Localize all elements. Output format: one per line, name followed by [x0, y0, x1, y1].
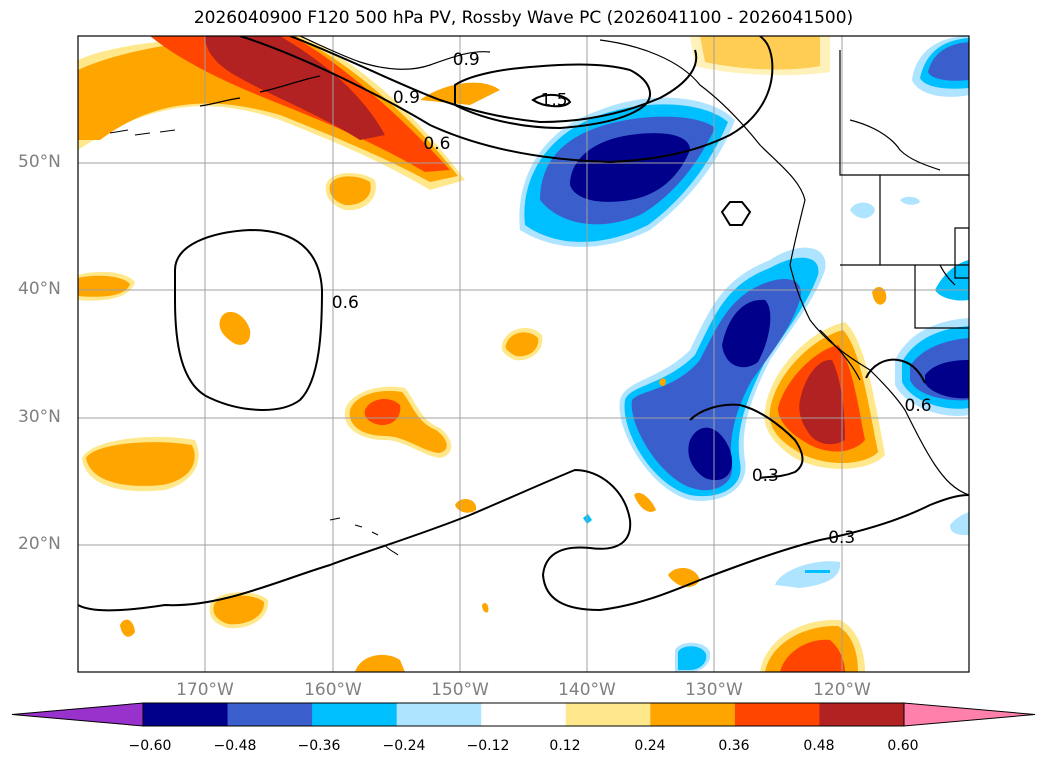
colorbar-tick-label: 0.60 — [887, 738, 919, 754]
contour-label: 0.9 — [393, 88, 420, 108]
lon-label-170w: 170°W — [176, 680, 234, 700]
lat-label-40: 40°N — [18, 279, 61, 299]
colorbar-tick-label: 0.12 — [549, 738, 581, 754]
colorbar-swatch — [565, 703, 651, 726]
contour-label: 0.6 — [423, 134, 450, 154]
lon-label-160w: 160°W — [304, 680, 362, 700]
map-title: 2026040900 F120 500 hPa PV, Rossby Wave … — [193, 8, 854, 28]
colorbar-extend-min — [11, 702, 144, 727]
lat-label-30: 30°N — [18, 407, 61, 427]
contour-label: 0.3 — [828, 528, 855, 548]
lon-label-140w: 140°W — [558, 680, 616, 700]
pv-contours — [78, 36, 969, 612]
lat-label-50: 50°N — [18, 152, 61, 172]
colorbar-swatch — [143, 703, 229, 726]
colorbar-tick-label: −0.24 — [382, 738, 426, 754]
colorbar-tick-label: −0.48 — [213, 738, 257, 754]
colorbar — [11, 702, 1036, 727]
colorbar-swatch — [312, 703, 398, 726]
colorbar-tick-label: 0.48 — [803, 738, 835, 754]
contour-label: 0.9 — [453, 50, 480, 70]
colorbar-extend-max — [903, 702, 1036, 727]
colorbar-tick-label: −0.36 — [297, 738, 341, 754]
colorbar-swatch — [227, 703, 313, 726]
plot-frame — [77, 35, 970, 673]
lon-label-120w: 120°W — [813, 680, 871, 700]
contour-labels: 0.9 0.9 1.5 0.6 0.6 0.6 0.3 0.3 — [332, 50, 932, 548]
colorbar-swatch — [396, 703, 482, 726]
lon-label-130w: 130°W — [685, 680, 743, 700]
colorbar-tick-label: −0.12 — [466, 738, 510, 754]
colorbar-tick-label: 0.24 — [634, 738, 666, 754]
anomaly-shading — [78, 36, 969, 672]
contour-label: 0.6 — [332, 293, 359, 313]
colorbar-swatch — [481, 703, 567, 726]
contour-label: 1.5 — [541, 91, 568, 111]
lat-label-20: 20°N — [18, 534, 61, 554]
colorbar-swatch — [819, 703, 905, 726]
graticule — [78, 36, 969, 672]
coastlines — [199, 36, 969, 496]
contour-label: 0.3 — [752, 466, 779, 486]
colorbar-tick-label: −0.60 — [128, 738, 172, 754]
contour-label: 0.6 — [905, 396, 932, 416]
colorbar-tick-label: 0.36 — [718, 738, 750, 754]
colorbar-swatch — [650, 703, 736, 726]
colorbar-swatch — [734, 703, 820, 726]
colorbar-frame — [142, 702, 905, 727]
lon-label-150w: 150°W — [431, 680, 489, 700]
